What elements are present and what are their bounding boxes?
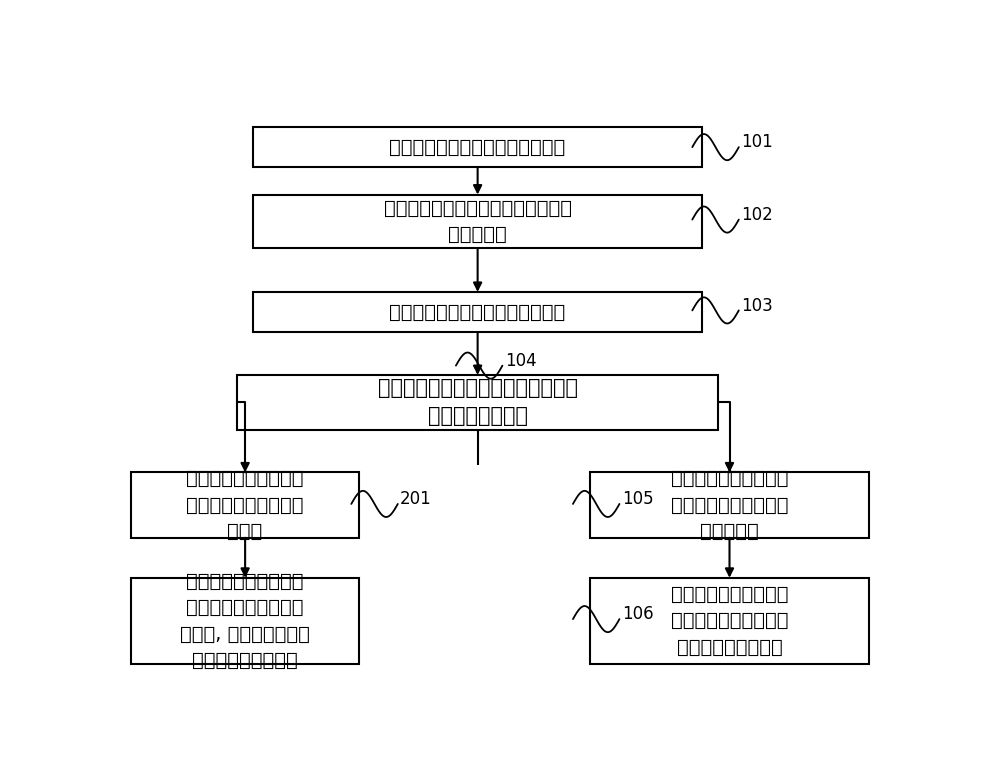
FancyBboxPatch shape xyxy=(590,473,869,538)
Text: 101: 101 xyxy=(741,133,773,151)
Text: 将放大后的模拟信号进行模数转换生
成数字信号: 将放大后的模拟信号进行模数转换生 成数字信号 xyxy=(384,199,572,244)
FancyBboxPatch shape xyxy=(590,577,869,664)
Text: 当所述解调信号的能量
值大于等于预设能量门
限值时, 确定所述模拟信
号为电力线载波信号: 当所述解调信号的能量 值大于等于预设能量门 限值时, 确定所述模拟信 号为电力线… xyxy=(180,571,310,670)
FancyBboxPatch shape xyxy=(253,127,702,167)
FancyBboxPatch shape xyxy=(131,473,359,538)
Text: 将接收到的模拟信号进行模拟放大: 将接收到的模拟信号进行模拟放大 xyxy=(390,138,566,157)
Text: 104: 104 xyxy=(505,352,536,370)
Text: 102: 102 xyxy=(741,206,773,224)
Text: 根据所述解调信号的幅度值计算所述
解调信号的能量值: 根据所述解调信号的幅度值计算所述 解调信号的能量值 xyxy=(378,379,578,426)
FancyBboxPatch shape xyxy=(131,577,359,664)
FancyBboxPatch shape xyxy=(253,292,702,332)
FancyBboxPatch shape xyxy=(253,194,702,248)
Text: 201: 201 xyxy=(400,490,432,508)
Text: 106: 106 xyxy=(622,605,653,624)
Text: 对数字信号进行解调生成解调信号: 对数字信号进行解调生成解调信号 xyxy=(390,303,566,322)
Text: 根据增益倍数控制对接
收到的模拟信号进行模
拟放大时的放大倍数: 根据增益倍数控制对接 收到的模拟信号进行模 拟放大时的放大倍数 xyxy=(671,585,788,657)
Text: 根据所述解调信号的能
量值及预设能量范围确
定增益倍数: 根据所述解调信号的能 量值及预设能量范围确 定增益倍数 xyxy=(671,469,788,541)
Text: 105: 105 xyxy=(622,490,653,508)
Text: 103: 103 xyxy=(741,297,773,315)
Text: 将所述解调信号的能量
值与预设能量门限值进
行比较: 将所述解调信号的能量 值与预设能量门限值进 行比较 xyxy=(186,469,304,541)
FancyBboxPatch shape xyxy=(237,375,718,429)
